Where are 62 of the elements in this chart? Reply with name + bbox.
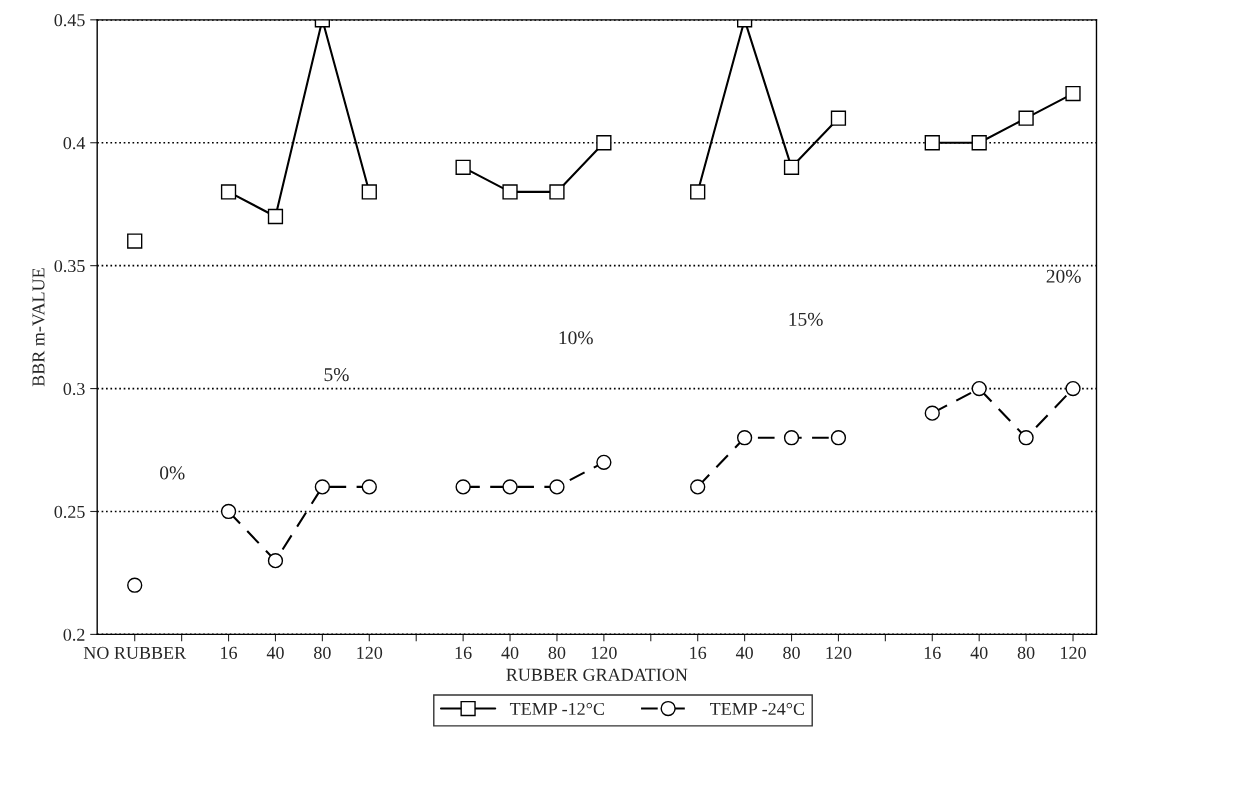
point <box>267 553 284 569</box>
x-tick-label: 120 <box>357 646 383 659</box>
point <box>549 184 565 200</box>
point <box>502 184 518 200</box>
point <box>314 479 331 495</box>
point <box>127 233 143 249</box>
y-tick-label: 0.3 <box>63 382 85 396</box>
point <box>1018 430 1034 446</box>
point <box>220 184 237 200</box>
x-tick-label: 120 <box>591 646 617 659</box>
y-tick-label: 0.4 <box>63 137 86 150</box>
x-tick-label: 40 <box>970 646 988 659</box>
point <box>455 159 471 175</box>
x-tick-label: 80 <box>314 646 331 659</box>
y-tick-label: 0.25 <box>54 505 85 519</box>
x-tick-label: 40 <box>735 646 753 659</box>
annotation: 20% <box>1046 269 1081 283</box>
legend-label: TEMP -24°C <box>709 702 804 716</box>
annotation: 0% <box>160 466 185 480</box>
point <box>971 135 987 151</box>
point <box>455 479 471 495</box>
x-tick-label: 40 <box>266 646 284 659</box>
x-tick-label: 120 <box>1061 646 1086 659</box>
point <box>736 430 753 446</box>
point <box>361 184 377 200</box>
x-tick-label: 40 <box>501 646 519 659</box>
x-tick-label: 80 <box>548 646 566 659</box>
point <box>549 479 565 495</box>
y-tick-label: 0.45 <box>54 14 85 27</box>
x-tick-label: 16 <box>221 646 238 659</box>
point <box>783 430 800 446</box>
y-tick-label: 0.2 <box>63 628 85 641</box>
point <box>830 110 847 126</box>
point <box>361 479 377 495</box>
point <box>971 380 987 397</box>
x-axis-title: RUBBER GRADATION <box>506 668 688 681</box>
point <box>220 503 237 520</box>
point <box>1018 110 1034 126</box>
point <box>783 159 800 175</box>
legend-label: TEMP -12°C <box>509 702 604 716</box>
y-axis-title: BBR m-VALUE <box>32 268 45 387</box>
point <box>1065 85 1081 102</box>
x-tick-label: 80 <box>783 646 800 659</box>
annotation: 15% <box>789 312 823 326</box>
point <box>267 208 284 225</box>
x-tick-label: 80 <box>1017 646 1035 659</box>
point <box>596 454 612 470</box>
x-tick-label: 16 <box>924 646 941 659</box>
y-tick-label: 0.35 <box>54 259 85 273</box>
point <box>1065 380 1081 397</box>
point <box>502 479 518 495</box>
point <box>690 479 706 495</box>
annotation: 5% <box>324 368 349 382</box>
x-tick-label: NO RUBBER <box>83 646 187 659</box>
point <box>924 405 940 421</box>
x-tick-label: 120 <box>826 646 852 659</box>
point <box>596 135 612 151</box>
point <box>690 184 706 200</box>
x-tick-label: 16 <box>690 646 707 659</box>
annotation: 10% <box>559 331 593 345</box>
point <box>924 135 940 151</box>
x-tick-label: 16 <box>455 646 472 659</box>
